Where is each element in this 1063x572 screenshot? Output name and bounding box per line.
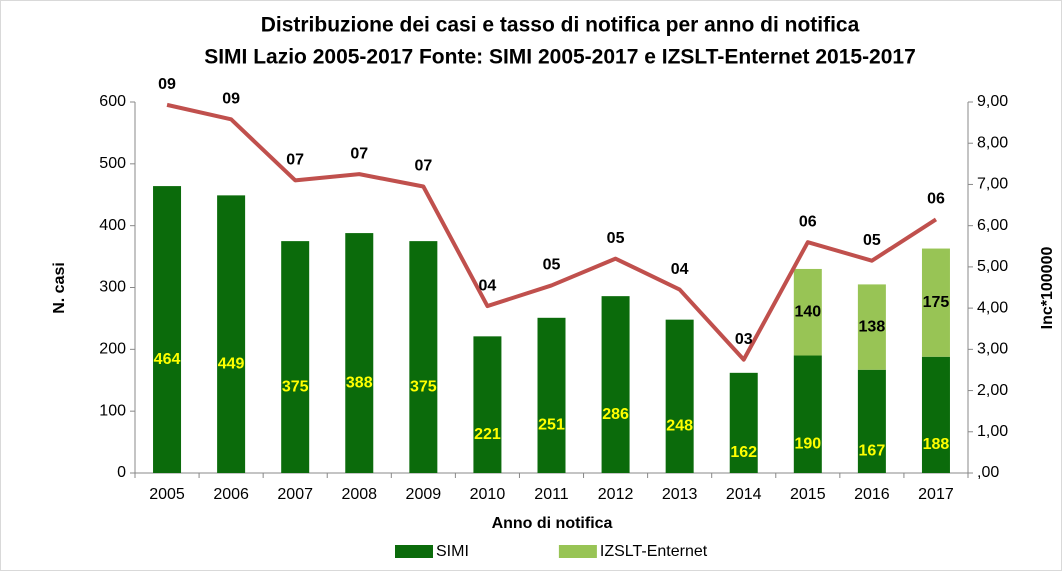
bar [601, 296, 630, 473]
bar-label: 190 [794, 435, 821, 452]
bar [281, 241, 310, 473]
line-label: 06 [799, 213, 817, 230]
y-axis-title: N. casi [51, 262, 68, 314]
bar [665, 319, 694, 473]
bar [857, 284, 886, 370]
y2-tick-label: 1,00 [977, 423, 1008, 440]
y2-tick-label: 3,00 [977, 341, 1008, 358]
bar-label: 375 [410, 378, 437, 395]
line-label: 07 [286, 152, 304, 169]
x-axis-title: Anno di notifica [492, 515, 613, 532]
bar [729, 372, 758, 473]
bar [921, 248, 950, 357]
line-label: 05 [543, 257, 561, 274]
bar-label: 162 [730, 444, 757, 461]
legend-label: SIMI [436, 543, 469, 560]
y-tick-label: 500 [99, 155, 126, 172]
y2-tick-label: 2,00 [977, 382, 1008, 399]
x-tick-label: 2008 [341, 486, 377, 503]
line-label: 04 [671, 261, 689, 278]
bar [345, 233, 374, 473]
chart-subtitle: SIMI Lazio 2005-2017 Fonte: SIMI 2005-20… [204, 46, 916, 69]
bar [537, 317, 566, 473]
legend-swatch [558, 545, 597, 558]
x-tick-label: 2010 [470, 486, 506, 503]
line-label: 03 [735, 331, 753, 348]
y-tick-label: 100 [99, 402, 126, 419]
y-tick-label: 400 [99, 217, 126, 234]
bar-label: 388 [346, 374, 373, 391]
x-tick-label: 2017 [918, 486, 954, 503]
x-tick-label: 2015 [790, 486, 826, 503]
line-label: 07 [350, 145, 368, 162]
y2-tick-label: 6,00 [977, 217, 1008, 234]
y2-tick-label: 9,00 [977, 93, 1008, 110]
y2-tick-label: 8,00 [977, 134, 1008, 151]
x-tick-label: 2005 [149, 486, 185, 503]
y2-tick-label: 7,00 [977, 176, 1008, 193]
line-label: 05 [607, 230, 625, 247]
bar [921, 356, 950, 473]
line-label: 09 [222, 91, 240, 108]
line-label: 09 [158, 76, 176, 93]
bar-label: 449 [218, 355, 245, 372]
y2-tick-label: 5,00 [977, 258, 1008, 275]
bar-label: 175 [923, 294, 950, 311]
y-tick-label: 300 [99, 279, 126, 296]
bar [153, 186, 182, 474]
bar [857, 369, 886, 473]
bar-label: 140 [794, 303, 821, 320]
x-tick-label: 2014 [726, 486, 762, 503]
y-tick-label: 0 [117, 464, 126, 481]
bar-label: 221 [474, 426, 501, 443]
bar-label: 248 [666, 418, 693, 435]
chart-title: Distribuzione dei casi e tasso di notifi… [261, 14, 860, 37]
x-tick-label: 2013 [662, 486, 698, 503]
y-tick-label: 200 [99, 341, 126, 358]
y2-tick-label: 4,00 [977, 299, 1008, 316]
bar-label: 286 [602, 406, 629, 423]
bar-label: 464 [154, 351, 181, 368]
y-tick-label: 600 [99, 93, 126, 110]
bar [409, 241, 438, 473]
bar-label: 251 [538, 417, 565, 434]
bar-label: 138 [859, 318, 886, 335]
x-tick-label: 2006 [213, 486, 249, 503]
legend-label: IZSLT-Enternet [600, 543, 708, 560]
y2-axis-title: Inc*100000 [1039, 247, 1056, 330]
line-label: 07 [414, 158, 432, 175]
x-tick-label: 2009 [406, 486, 442, 503]
bar-label: 167 [859, 443, 886, 460]
line-label: 04 [479, 277, 497, 294]
line-label: 06 [927, 191, 945, 208]
line-label: 05 [863, 232, 881, 249]
bar [473, 336, 502, 473]
legend-swatch [395, 545, 433, 558]
x-tick-label: 2007 [277, 486, 313, 503]
y2-tick-label: ,00 [977, 464, 999, 481]
bar-label: 375 [282, 378, 309, 395]
x-tick-label: 2011 [534, 486, 569, 503]
line [166, 102, 938, 362]
bar [217, 195, 246, 473]
bar-label: 188 [923, 436, 950, 453]
bar [793, 355, 822, 473]
x-tick-label: 2012 [598, 486, 634, 503]
x-tick-label: 2016 [854, 486, 890, 503]
bar [793, 268, 822, 356]
